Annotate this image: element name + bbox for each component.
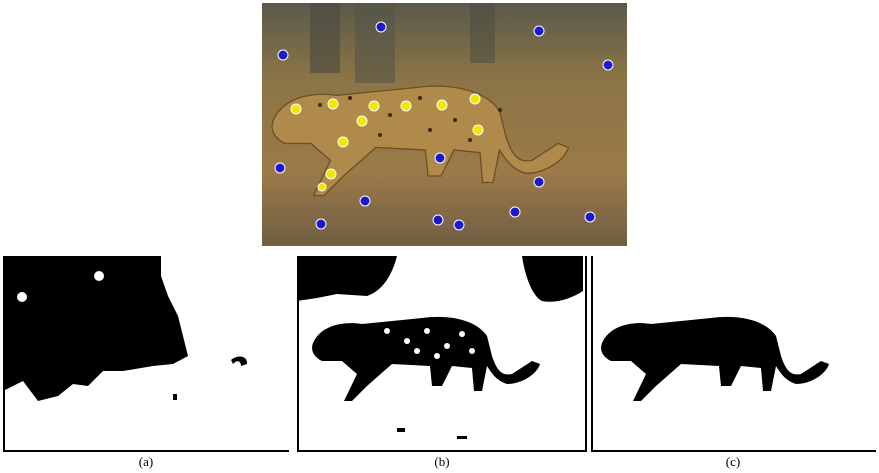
mask-c [591,256,876,452]
caption: (a) [139,454,153,469]
caption: (c) [726,454,740,469]
caption: (b) [434,454,449,469]
figure: (a) (b) (c) [0,0,879,473]
photo [262,3,627,246]
mask-b [297,256,587,452]
mask-a [3,256,289,452]
